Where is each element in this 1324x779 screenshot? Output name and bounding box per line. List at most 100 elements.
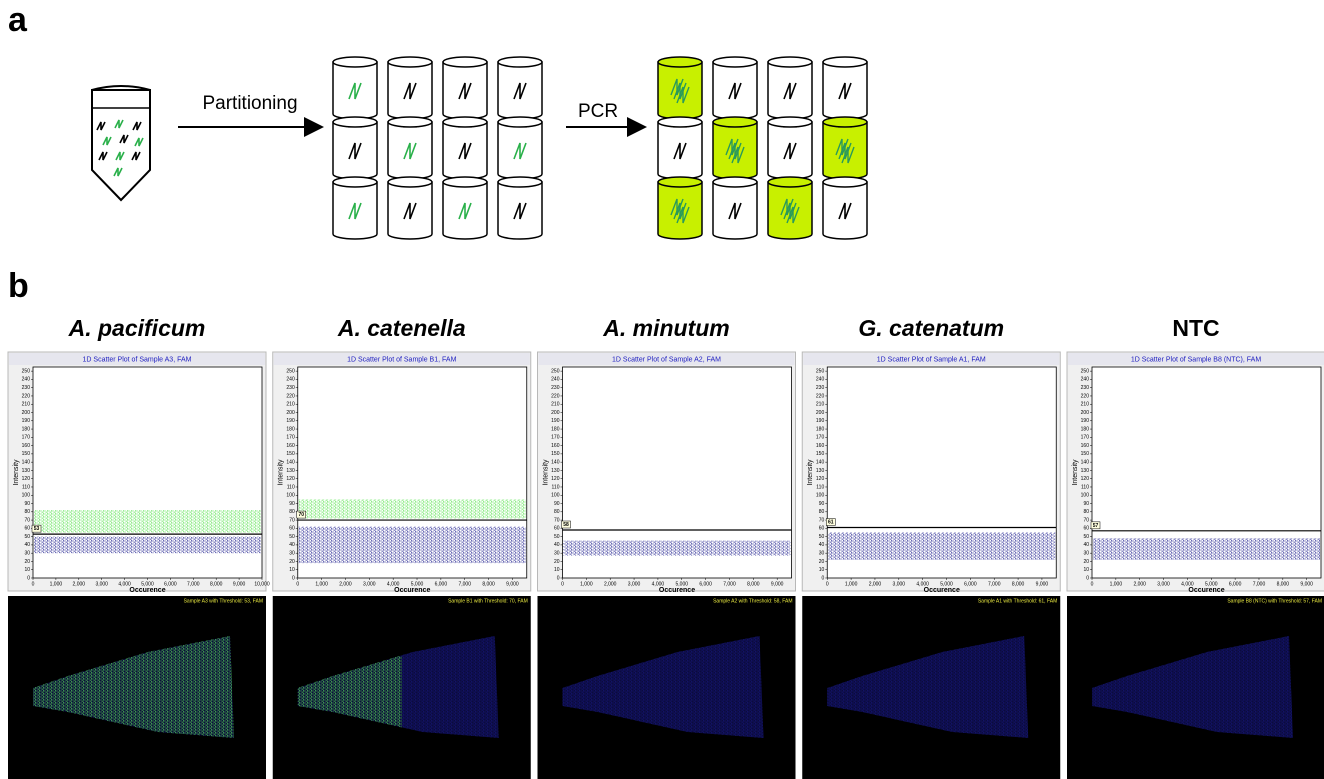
y-tick-label: 70 [289,517,295,523]
image-caption: Sample A1 with Threshold: 61, FAM [978,598,1057,604]
y-tick-label: 240 [286,377,295,383]
plot-title: 1D Scatter Plot of Sample A1, FAM [877,356,986,363]
step-label: Partitioning [202,93,297,114]
y-tick-label: 230 [551,385,560,391]
droplet-cluster [34,510,261,532]
y-tick-label: 120 [551,476,560,482]
x-tick-label: 0 [561,581,564,587]
y-tick-label: 120 [286,476,295,482]
droplet-cluster [564,541,791,556]
y-tick-label: 240 [22,377,31,383]
x-tick-label: 7,000 [988,581,1001,587]
y-tick-label: 0 [557,575,560,581]
x-axis-label: Occurence [924,587,960,594]
y-tick-label: 200 [816,410,825,416]
y-tick-label: 190 [1081,418,1090,424]
y-tick-label: 180 [22,426,31,432]
y-tick-label: 80 [1083,509,1089,515]
y-tick-label: 80 [554,509,560,515]
y-tick-label: 220 [816,393,825,399]
y-axis-label: Intensity [807,459,814,486]
y-tick-label: 140 [551,459,560,465]
y-tick-label: 140 [1081,459,1090,465]
y-tick-label: 240 [1081,377,1090,383]
y-tick-label: 190 [816,418,825,424]
y-tick-label: 170 [551,435,560,441]
y-tick-label: 160 [286,443,295,449]
y-tick-label: 200 [22,410,31,416]
y-tick-label: 130 [551,468,560,474]
y-tick-label: 0 [27,575,30,581]
y-tick-label: 190 [22,418,31,424]
y-tick-label: 210 [816,402,825,408]
y-tick-label: 90 [24,501,30,507]
y-tick-label: 80 [819,509,825,515]
y-tick-label: 60 [554,526,560,532]
x-tick-label: 9,000 [233,581,246,587]
x-tick-label: 1,000 [580,581,593,587]
x-tick-label: 8,000 [1277,581,1290,587]
x-tick-label: 9,000 [1036,581,1049,587]
y-tick-label: 40 [1083,542,1089,548]
x-tick-label: 2,000 [869,581,882,587]
step-label: PCR [578,101,618,122]
y-tick-label: 30 [1083,551,1089,557]
y-tick-label: 180 [286,426,295,432]
y-tick-label: 40 [819,542,825,548]
y-tick-label: 70 [554,517,560,523]
y-tick-label: 90 [289,501,295,507]
x-tick-label: 0 [1091,581,1094,587]
y-tick-label: 0 [821,575,824,581]
plot-title: 1D Scatter Plot of Sample B8 (NTC), FAM [1131,356,1261,363]
droplet-cluster [828,532,1055,559]
y-tick-label: 140 [286,459,295,465]
y-tick-label: 120 [816,476,825,482]
y-tick-label: 180 [816,426,825,432]
x-tick-label: 1,000 [845,581,858,587]
panel-label: a [8,1,28,39]
y-tick-label: 80 [24,509,30,515]
y-tick-label: 40 [24,542,30,548]
x-tick-label: 1,000 [50,581,63,587]
panel-title: A. pacificum [68,315,206,341]
y-tick-label: 160 [551,443,560,449]
y-tick-label: 20 [554,559,560,565]
x-tick-label: 0 [826,581,829,587]
threshold-label: 58 [563,522,569,528]
x-tick-label: 7,000 [187,581,200,587]
y-tick-label: 100 [551,493,560,499]
x-tick-label: 10,000 [254,581,270,587]
panel-label: b [8,267,29,305]
y-tick-label: 50 [24,534,30,540]
x-tick-label: 6,000 [435,581,448,587]
y-tick-label: 10 [1083,567,1089,573]
x-tick-label: 3,000 [363,581,376,587]
y-tick-label: 50 [1083,534,1089,540]
y-tick-label: 170 [22,435,31,441]
x-tick-label: 3,000 [1157,581,1170,587]
x-tick-label: 3,000 [628,581,641,587]
x-tick-label: 8,000 [210,581,223,587]
y-tick-label: 170 [1081,435,1090,441]
y-tick-label: 210 [1081,402,1090,408]
y-tick-label: 250 [816,368,825,374]
y-tick-label: 30 [289,551,295,557]
x-tick-label: 8,000 [482,581,495,587]
y-tick-label: 50 [289,534,295,540]
x-tick-label: 1,000 [315,581,328,587]
y-tick-label: 190 [286,418,295,424]
y-tick-label: 60 [24,526,30,532]
figure: a b Partitioning PCR A. pacificum1D Scat… [0,0,1324,779]
y-tick-label: 160 [22,443,31,449]
x-tick-label: 0 [296,581,299,587]
sample-tube [92,86,150,200]
y-tick-label: 190 [551,418,560,424]
y-tick-label: 90 [1083,501,1089,507]
plot-title: 1D Scatter Plot of Sample A2, FAM [612,356,721,363]
x-tick-label: 6,000 [1229,581,1242,587]
y-tick-label: 140 [22,459,31,465]
y-tick-label: 70 [24,517,30,523]
y-tick-label: 40 [554,542,560,548]
image-caption: Sample B8 (NTC) with Threshold: 57, FAM [1227,598,1322,604]
